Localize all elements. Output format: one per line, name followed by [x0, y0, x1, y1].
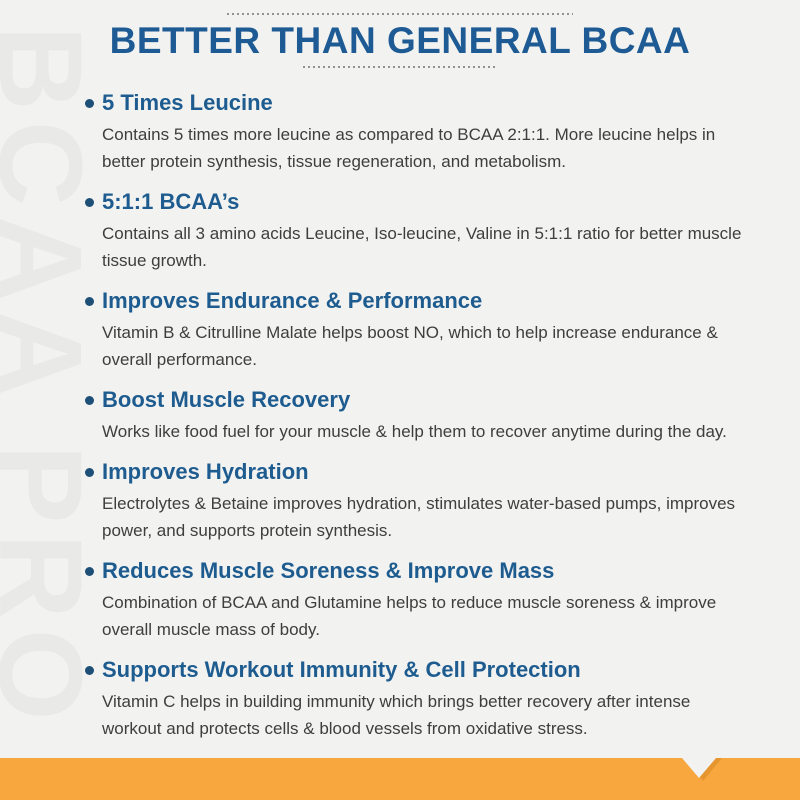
benefits-list: 5 Times Leucine Contains 5 times more le…	[85, 90, 752, 742]
benefit-body: Combination of BCAA and Glutamine helps …	[102, 593, 717, 639]
bullet-icon	[85, 468, 94, 477]
bullet-icon	[85, 297, 94, 306]
benefit-item: 5 Times Leucine Contains 5 times more le…	[85, 90, 752, 175]
benefit-heading: Improves Hydration	[102, 459, 309, 484]
benefit-body: Electrolytes & Betaine improves hydratio…	[102, 494, 736, 540]
benefit-heading: Boost Muscle Recovery	[102, 387, 351, 412]
benefit-item: 5:1:1 BCAA’s Contains all 3 amino acids …	[85, 189, 752, 274]
page-title: BETTER THAN GENERAL BCAA	[109, 20, 691, 61]
benefit-item: Reduces Muscle Soreness & Improve Mass C…	[85, 558, 752, 643]
benefit-heading: 5:1:1 BCAA’s	[102, 189, 240, 214]
dashed-line-bottom	[303, 66, 497, 68]
footer-notch-icon	[682, 758, 716, 778]
benefit-body: Contains 5 times more leucine as compare…	[102, 125, 716, 171]
bullet-icon	[85, 567, 94, 576]
bullet-icon	[85, 99, 94, 108]
dashed-line-top	[227, 13, 573, 15]
benefit-heading: Improves Endurance & Performance	[102, 288, 483, 313]
benefit-heading: 5 Times Leucine	[102, 90, 273, 115]
benefit-item: Improves Hydration Electrolytes & Betain…	[85, 459, 752, 544]
benefit-item: Supports Workout Immunity & Cell Protect…	[85, 657, 752, 742]
footer-accent-bar	[0, 758, 800, 800]
benefit-body: Vitamin B & Citrulline Malate helps boos…	[102, 323, 718, 369]
benefit-item: Boost Muscle Recovery Works like food fu…	[85, 387, 752, 445]
benefit-body: Contains all 3 amino acids Leucine, Iso-…	[102, 224, 742, 270]
benefit-body: Works like food fuel for your muscle & h…	[102, 422, 727, 441]
benefit-heading: Supports Workout Immunity & Cell Protect…	[102, 657, 581, 682]
bullet-icon	[85, 666, 94, 675]
benefit-heading: Reduces Muscle Soreness & Improve Mass	[102, 558, 555, 583]
header: BETTER THAN GENERAL BCAA	[0, 0, 800, 68]
bullet-icon	[85, 396, 94, 405]
benefit-item: Improves Endurance & Performance Vitamin…	[85, 288, 752, 373]
bullet-icon	[85, 198, 94, 207]
benefit-body: Vitamin C helps in building immunity whi…	[102, 692, 691, 738]
